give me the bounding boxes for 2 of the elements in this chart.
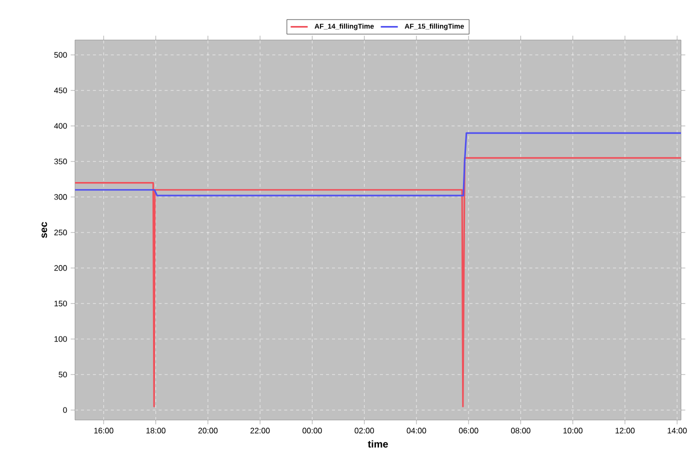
x-axis-title: time xyxy=(368,440,388,448)
y-axis-title: sec xyxy=(42,222,48,238)
